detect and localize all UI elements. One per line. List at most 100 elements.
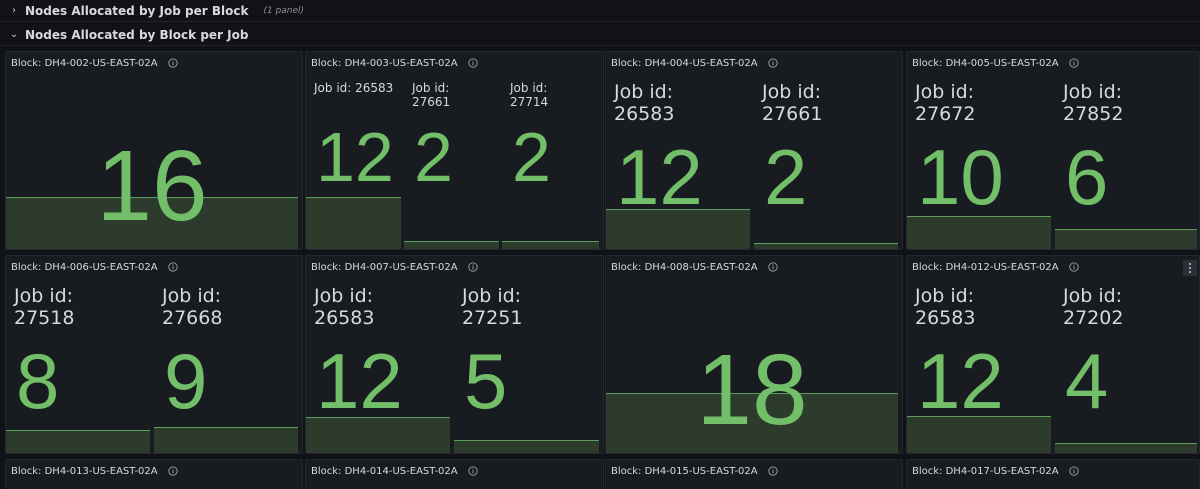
stat-value: 2 (414, 118, 453, 196)
panel-title: Block: DH4-017-US-EAST-02A (912, 465, 1059, 477)
info-icon[interactable] (167, 58, 178, 68)
sparkline-area (6, 197, 298, 249)
stat-panel[interactable]: Block: DH4-012-US-EAST-02A Job id: 26583 1… (906, 255, 1200, 454)
stat-value: 12 (316, 337, 403, 425)
job-stat-cell: Job id: 27518 8 (6, 278, 150, 453)
panel-title: Block: DH4-004-US-EAST-02A (611, 57, 758, 69)
chevron-down-icon: ⌄ (9, 29, 19, 40)
stat-value: 8 (16, 337, 60, 425)
stat-panel[interactable]: Block: DH4-017-US-EAST-02A (906, 459, 1200, 489)
panel-header[interactable]: Block: DH4-017-US-EAST-02A (907, 460, 1199, 482)
stat-panel[interactable]: Block: DH4-008-US-EAST-02A 18 (605, 255, 903, 454)
sparkline-area (1055, 443, 1197, 453)
row-title: Nodes Allocated by Job per Block (25, 3, 249, 18)
job-id-label: Job id: 27714 (510, 81, 549, 109)
job-stat-cell: Job id: 27251 5 (454, 278, 599, 453)
panel-title: Block: DH4-013-US-EAST-02A (11, 465, 158, 477)
row-panel-count: (1 panel) (263, 5, 305, 16)
job-stat-cell: Job id: 27668 9 (154, 278, 298, 453)
panel-title: Block: DH4-002-US-EAST-02A (11, 57, 158, 69)
sparkline-area (306, 197, 401, 249)
job-id-label: Job id: 27852 (1063, 81, 1124, 125)
info-icon[interactable] (1068, 262, 1079, 272)
info-icon[interactable] (167, 466, 178, 476)
job-stat-cell: Job id: 26583 12 (606, 74, 750, 249)
row-nodes-by-job-per-block[interactable]: › Nodes Allocated by Job per Block (1 pa… (0, 0, 1200, 22)
stat-value: 2 (764, 133, 808, 221)
sparkline-area (754, 243, 898, 249)
job-id-label: Job id: 27668 (162, 285, 223, 329)
stat-value: 9 (164, 337, 208, 425)
sparkline-area (6, 430, 150, 453)
stat-panel[interactable]: Block: DH4-004-US-EAST-02A Job id: 26583 1… (605, 51, 903, 250)
job-stat-cell: Job id: 27202 4 (1055, 278, 1197, 453)
stat-value: 10 (917, 133, 1004, 221)
stat-value: 6 (1065, 133, 1109, 221)
info-icon[interactable] (167, 262, 178, 272)
sparkline-area (154, 427, 298, 453)
panel-header[interactable]: Block: DH4-002-US-EAST-02A (6, 52, 302, 74)
job-id-label: Job id: 26583 (314, 285, 375, 329)
job-id-label: Job id: 27251 (462, 285, 523, 329)
panel-header[interactable]: Block: DH4-007-US-EAST-02A (306, 256, 603, 278)
sparkline-area (907, 216, 1051, 249)
panel-header[interactable]: Block: DH4-015-US-EAST-02A (606, 460, 902, 482)
sparkline-area (306, 417, 450, 453)
stat-panel[interactable]: Block: DH4-007-US-EAST-02A Job id: 26583 1… (305, 255, 604, 454)
stat-panel[interactable]: Block: DH4-003-US-EAST-02A Job id: 26583 1… (305, 51, 604, 250)
sparkline-area (502, 241, 599, 249)
stat-panel[interactable]: Block: DH4-005-US-EAST-02A Job id: 27672 1… (906, 51, 1200, 250)
panel-header[interactable]: Block: DH4-003-US-EAST-02A (306, 52, 603, 74)
kebab-menu-icon[interactable] (1183, 260, 1197, 276)
sparkline-area (404, 241, 499, 249)
stat-panel[interactable]: Block: DH4-015-US-EAST-02A (605, 459, 903, 489)
job-stat-cell: Job id: 27672 10 (907, 74, 1051, 249)
stat-panel[interactable]: Block: DH4-014-US-EAST-02A (305, 459, 604, 489)
info-icon[interactable] (1068, 58, 1079, 68)
info-icon[interactable] (467, 466, 478, 476)
job-stat-cell: Job id: 27714 2 (502, 74, 599, 249)
job-stat-cell: Job id: 27852 6 (1055, 74, 1197, 249)
panel-header[interactable]: Block: DH4-012-US-EAST-02A (907, 256, 1199, 278)
panel-header[interactable]: Block: DH4-005-US-EAST-02A (907, 52, 1199, 74)
job-id-label: Job id: 27518 (14, 285, 75, 329)
sparkline-area (907, 416, 1051, 453)
job-stat-cell: Job id: 26583 12 (907, 278, 1051, 453)
info-icon[interactable] (767, 262, 778, 272)
panel-header[interactable]: Block: DH4-013-US-EAST-02A (6, 460, 302, 482)
panel-title: Block: DH4-003-US-EAST-02A (311, 57, 458, 69)
stat-value: 12 (316, 118, 394, 196)
info-icon[interactable] (467, 58, 478, 68)
stat-value: 12 (917, 337, 1004, 425)
panel-header[interactable]: Block: DH4-008-US-EAST-02A (606, 256, 902, 278)
panel-title: Block: DH4-006-US-EAST-02A (11, 261, 158, 273)
job-stat-cell: Job id: 26583 12 (306, 74, 401, 249)
panel-header[interactable]: Block: DH4-014-US-EAST-02A (306, 460, 603, 482)
job-stat-cell: 16 (6, 74, 298, 249)
job-id-label: Job id: 27202 (1063, 285, 1124, 329)
job-id-label: Job id: 26583 (915, 285, 976, 329)
stat-panel[interactable]: Block: DH4-006-US-EAST-02A Job id: 27518 8… (5, 255, 303, 454)
info-icon[interactable] (767, 58, 778, 68)
panel-title: Block: DH4-008-US-EAST-02A (611, 261, 758, 273)
row-nodes-by-block-per-job[interactable]: ⌄ Nodes Allocated by Block per Job (0, 24, 1200, 46)
chevron-right-icon: › (12, 5, 16, 16)
stat-panel[interactable]: Block: DH4-002-US-EAST-02A 16 (5, 51, 303, 250)
info-icon[interactable] (1068, 466, 1079, 476)
panel-title: Block: DH4-015-US-EAST-02A (611, 465, 758, 477)
job-stat-cell: 18 (606, 278, 898, 453)
stat-panel[interactable]: Block: DH4-013-US-EAST-02A (5, 459, 303, 489)
stat-value: 16 (96, 130, 208, 242)
sparkline-area (454, 440, 599, 453)
stat-value: 5 (464, 337, 508, 425)
panel-header[interactable]: Block: DH4-004-US-EAST-02A (606, 52, 902, 74)
info-icon[interactable] (467, 262, 478, 272)
panel-title: Block: DH4-007-US-EAST-02A (311, 261, 458, 273)
sparkline-area (1055, 229, 1197, 249)
job-id-label: Job id: 26583 (614, 81, 675, 125)
job-stat-cell: Job id: 26583 12 (306, 278, 450, 453)
stat-value: 12 (616, 133, 703, 221)
info-icon[interactable] (767, 466, 778, 476)
panel-header[interactable]: Block: DH4-006-US-EAST-02A (6, 256, 302, 278)
job-id-label: Job id: 27661 (412, 81, 451, 109)
